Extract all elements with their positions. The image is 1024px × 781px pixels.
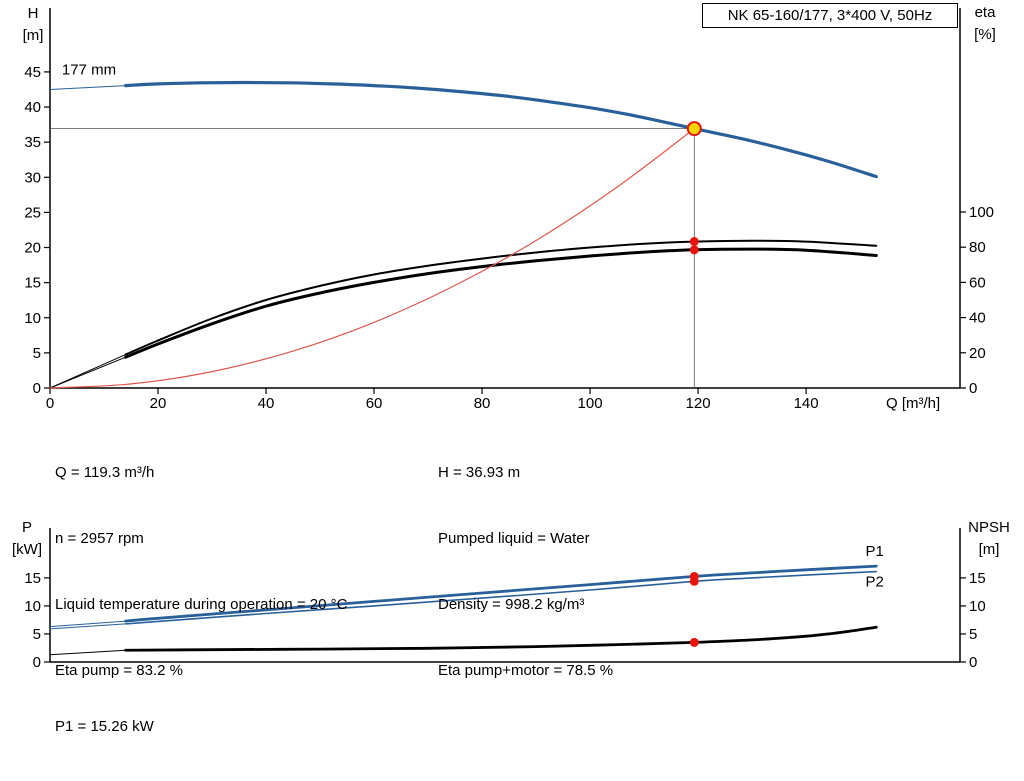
eta-pump-motor-curve <box>124 247 878 359</box>
npsh-point <box>689 637 699 647</box>
x-tick-label: 20 <box>150 395 167 412</box>
y-right-tick-label: 20 <box>969 345 986 362</box>
x-tick-label: 120 <box>686 395 711 412</box>
y-left-tick-label: 45 <box>24 64 41 81</box>
y-left-tick-label: 25 <box>24 204 41 221</box>
p2-point <box>689 576 699 586</box>
power-npsh-chart-y-left-title: P [kW] <box>12 519 42 558</box>
y-right-tick-label: 60 <box>969 274 986 291</box>
npsh-ext <box>49 649 127 656</box>
y-right-tick-label: 40 <box>969 310 986 327</box>
y-left-tick-label: 35 <box>24 134 41 151</box>
y-left-tick-label: 0 <box>33 654 41 671</box>
y-left-tick-label: 10 <box>24 310 41 327</box>
x-tick-label: 80 <box>474 395 491 412</box>
y-right-tick-label: 0 <box>969 380 977 397</box>
x-tick-label: 60 <box>366 395 383 412</box>
p2-curve-label: P2 <box>865 573 883 590</box>
x-tick-label: 100 <box>578 395 603 412</box>
info-flow: Q = 119.3 m³/h <box>55 464 155 481</box>
y-left-tick-label: 15 <box>24 570 41 587</box>
info-p1: P1 = 15.26 kW <box>55 718 154 735</box>
info-speed: n = 2957 rpm <box>55 530 144 547</box>
head-flow-chart-y-left-title: H [m] <box>23 5 44 44</box>
p2-curve <box>124 570 878 625</box>
y-left-tick-label: 5 <box>33 626 41 643</box>
y-left-tick-label: 10 <box>24 598 41 615</box>
info-head: H = 36.93 m <box>438 464 521 481</box>
y-left-tick-label: 30 <box>24 169 41 186</box>
y-left-tick-label: 15 <box>24 275 41 292</box>
info-density: Density = 998.2 kg/m³ <box>438 596 585 613</box>
pump-curve-177mm-label: 177 mm <box>62 62 116 79</box>
p1-curve-label: P1 <box>865 543 883 560</box>
y-right-tick-label: 10 <box>969 598 986 615</box>
y-right-tick-label: 100 <box>969 204 994 221</box>
p1-ext <box>49 620 127 628</box>
pump-curve-ext <box>49 85 127 90</box>
info-pumped-liquid: Pumped liquid = Water <box>438 530 590 547</box>
eta-pump-curve <box>124 239 878 356</box>
info-eta-pump: Eta pump = 83.2 % <box>55 662 183 679</box>
y-left-tick-label: 20 <box>24 240 41 257</box>
x-tick-label: 0 <box>46 395 54 412</box>
eta-pump-motor-ext <box>49 356 127 389</box>
x-tick-label: 140 <box>794 395 819 412</box>
y-right-tick-label: 80 <box>969 239 986 256</box>
p2-ext <box>49 623 127 630</box>
system-curve <box>49 128 695 389</box>
eta-pump-point <box>689 237 699 247</box>
duty-info-left: Q = 119.3 m³/h n = 2957 rpm Liquid tempe… <box>55 418 347 726</box>
y-right-tick-label: 0 <box>969 654 977 671</box>
y-right-tick-label: 5 <box>969 626 977 643</box>
npsh-curve <box>124 625 878 652</box>
p1-curve <box>124 564 878 623</box>
pump-curve-177mm <box>124 80 878 179</box>
pump-model-box: NK 65-160/177, 3*400 V, 50Hz <box>702 3 958 28</box>
duty-info-right: H = 36.93 m Pumped liquid = Water Densit… <box>438 418 613 726</box>
pump-model-label: NK 65-160/177, 3*400 V, 50Hz <box>727 7 933 24</box>
duty-point[interactable] <box>686 121 702 137</box>
y-left-tick-label: 0 <box>33 380 41 397</box>
y-left-tick-label: 40 <box>24 99 41 116</box>
y-left-tick-label: 5 <box>33 345 41 362</box>
head-flow-chart-x-title: Q [m³/h] <box>886 395 940 412</box>
eta-pump-motor-point <box>689 245 699 255</box>
info-eta-pump-motor: Eta pump+motor = 78.5 % <box>438 662 614 679</box>
x-tick-label: 40 <box>258 395 275 412</box>
head-flow-chart-y-right-title: eta [%] <box>974 4 996 43</box>
y-right-tick-label: 15 <box>969 570 986 587</box>
power-npsh-chart-y-right-title: NPSH [m] <box>968 519 1010 558</box>
info-liquid-temp: Liquid temperature during operation = 20… <box>55 596 348 613</box>
power-info: P1 = 15.26 kW P2 = 14.4 kW NPSH = 3.49 m… <box>55 672 397 781</box>
